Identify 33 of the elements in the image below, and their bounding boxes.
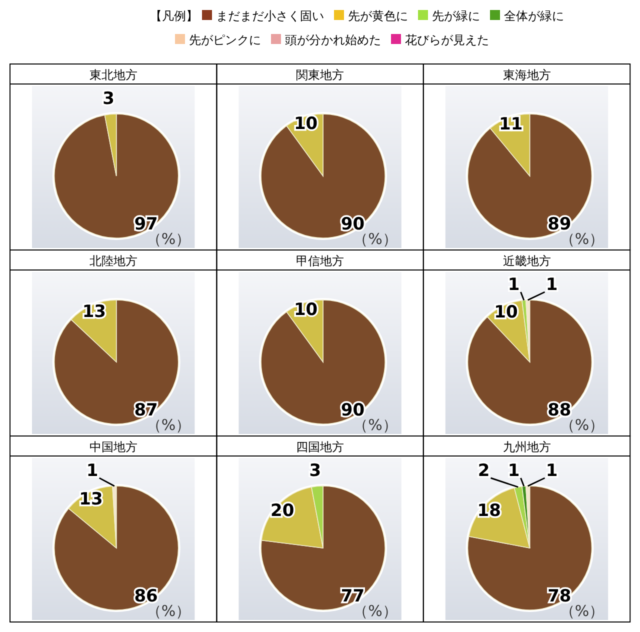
category-label: 頭が分かれ始めた xyxy=(285,33,381,47)
chart-title: 東北地方 xyxy=(89,68,138,82)
data-label: 1 xyxy=(508,461,520,481)
chart-title: 関東地方 xyxy=(296,68,344,82)
chart-title: 東海地方 xyxy=(502,68,551,82)
category-label: 先がピンクに xyxy=(189,33,261,47)
data-label: 1 xyxy=(546,275,558,295)
chart-title: 甲信地方 xyxy=(296,254,344,268)
chart-title: 近畿地方 xyxy=(502,254,551,268)
category-label: 先が緑に xyxy=(432,9,480,23)
text: 【凡例】 xyxy=(150,9,198,23)
data-label: 18 xyxy=(477,500,501,521)
data-label: 1 xyxy=(508,275,520,295)
data-label: 3 xyxy=(309,461,322,481)
data-label: 13 xyxy=(82,302,106,322)
data-label: 10 xyxy=(494,302,518,323)
chart-title: 中国地方 xyxy=(89,440,138,454)
data-label: 3 xyxy=(102,89,114,109)
data-label: 1 xyxy=(546,461,558,481)
data-label: 13 xyxy=(79,489,103,510)
chart-title: 四国地方 xyxy=(296,440,344,454)
category-label: 全体が緑に xyxy=(504,9,564,23)
chart-title: 北陸地方 xyxy=(89,254,138,268)
data-label: 2 xyxy=(478,461,490,481)
category-label: 花びらが見えた xyxy=(405,33,489,47)
category-label: まだまだ小さく固い xyxy=(216,9,324,23)
chart-title: 九州地方 xyxy=(502,440,551,454)
data-label: 20 xyxy=(270,500,294,521)
data-label: 10 xyxy=(294,114,318,134)
data-label: 11 xyxy=(499,114,523,134)
category-label: 先が黄色に xyxy=(348,9,408,23)
data-label: 1 xyxy=(86,461,98,481)
data-label: 10 xyxy=(294,300,318,320)
